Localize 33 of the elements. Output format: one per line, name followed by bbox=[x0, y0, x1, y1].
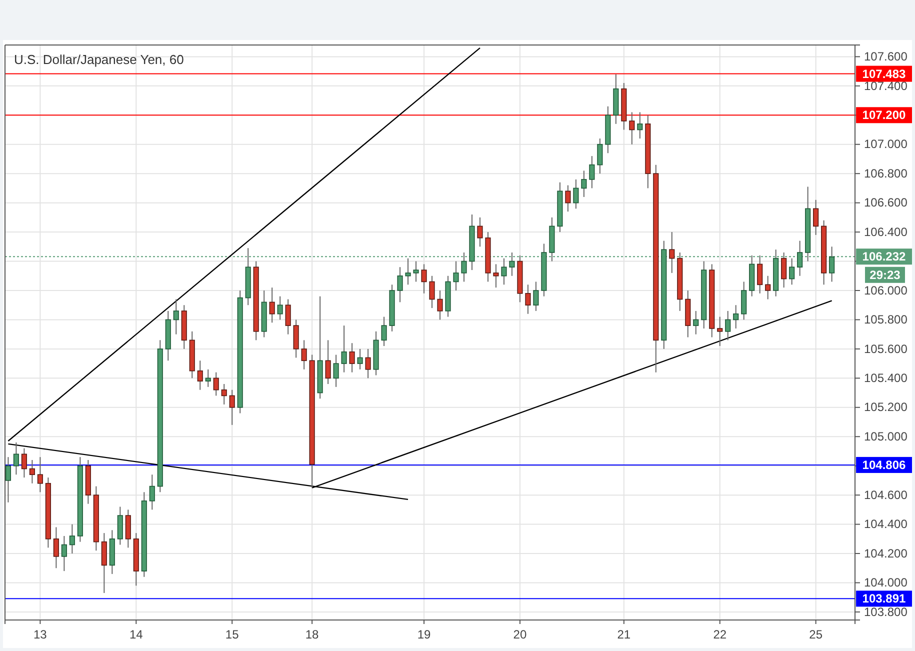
text: U.S. Dollar/Japanese Yen, 60 bbox=[14, 52, 184, 67]
y-tick-label: 105.800 bbox=[864, 312, 908, 327]
y-tick-label: 105.400 bbox=[864, 371, 908, 386]
y-tick-label: 104.400 bbox=[864, 517, 908, 532]
y-tick-label: 105.600 bbox=[864, 342, 908, 356]
x-tick-label: 18 bbox=[305, 628, 320, 642]
x-tick-label: 19 bbox=[417, 628, 431, 642]
y-tick-label: 104.600 bbox=[864, 488, 908, 502]
x-tick-label: 22 bbox=[713, 628, 727, 642]
ref-line-label: 104.806 bbox=[862, 458, 906, 472]
x-tick-label: 14 bbox=[129, 628, 144, 642]
y-tick-label: 104.200 bbox=[864, 546, 908, 560]
ref-line-label: 103.891 bbox=[862, 592, 906, 606]
x-tick-label: 21 bbox=[617, 628, 631, 642]
ref-line-label: 107.200 bbox=[862, 108, 906, 122]
y-tick-label: 106.600 bbox=[864, 196, 908, 210]
ref-line-label: 106.232 bbox=[862, 250, 906, 264]
x-tick-label: 13 bbox=[34, 628, 48, 642]
y-tick-label: 103.800 bbox=[864, 604, 908, 619]
y-tick-label: 107.400 bbox=[864, 78, 908, 93]
text: 29:23 bbox=[870, 268, 901, 282]
y-tick-label: 105.000 bbox=[864, 429, 908, 444]
y-tick-label: 106.000 bbox=[864, 283, 908, 298]
y-tick-label: 107.600 bbox=[864, 50, 908, 64]
y-tick-label: 105.200 bbox=[864, 400, 908, 414]
y-tick-label: 104.000 bbox=[864, 576, 908, 590]
y-tick-label: 107.000 bbox=[864, 137, 908, 152]
y-tick-label: 106.800 bbox=[864, 166, 908, 180]
x-tick-label: 20 bbox=[513, 628, 527, 642]
ref-line-label: 107.483 bbox=[862, 66, 906, 81]
x-tick-label: 25 bbox=[809, 628, 823, 642]
x-tick-label: 15 bbox=[225, 628, 240, 642]
y-tick-label: 106.400 bbox=[864, 224, 908, 239]
